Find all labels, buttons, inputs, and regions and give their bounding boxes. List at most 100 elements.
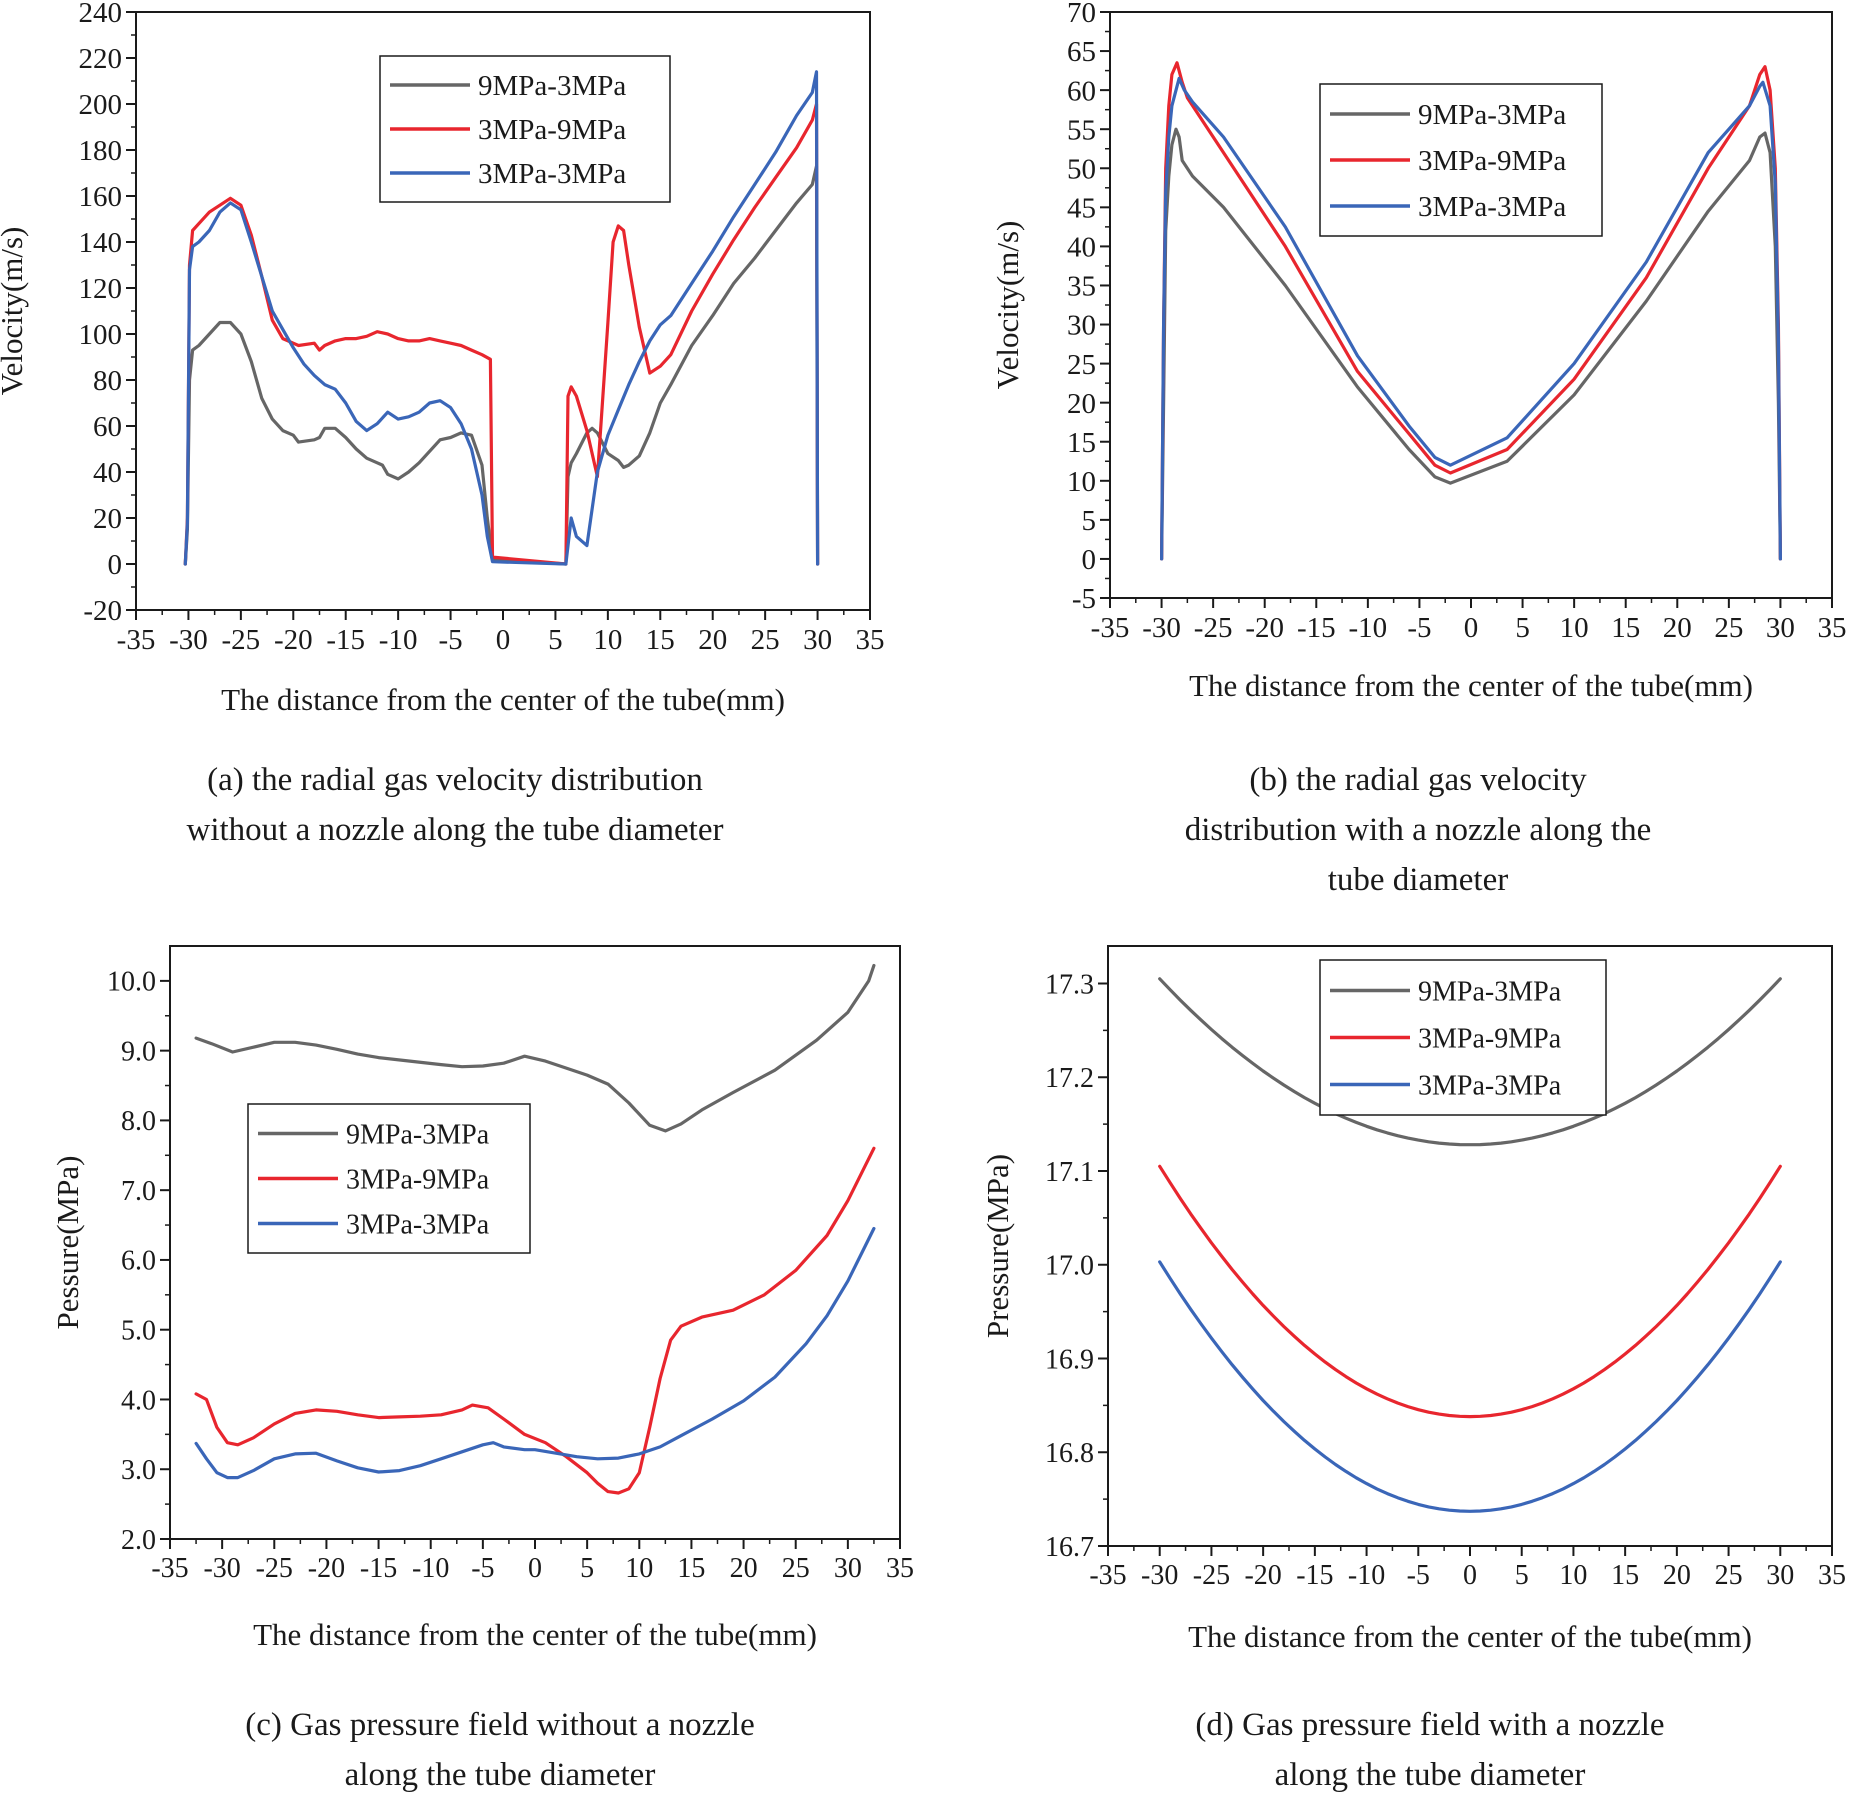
y-tick-label: 9.0: [121, 1036, 156, 1067]
x-tick-label: 15: [1611, 612, 1640, 644]
y-tick-label: 120: [79, 273, 123, 305]
x-tick-label: -5: [438, 624, 462, 656]
y-tick-label: 16.7: [1045, 1532, 1094, 1563]
x-tick-label: 0: [1464, 612, 1479, 644]
x-tick-label: 25: [1714, 612, 1743, 644]
x-tick-label: -5: [1407, 612, 1431, 644]
x-tick-label: 15: [646, 624, 675, 656]
y-tick-label: 100: [79, 319, 123, 351]
y-tick-label: 70: [1067, 0, 1096, 29]
y-tick-label: 60: [93, 411, 122, 443]
x-tick-label: 0: [496, 624, 511, 656]
chart-caption: tube diameter: [1328, 862, 1509, 898]
series-line-9mpa-3mpa: [183, 164, 820, 566]
y-tick-label: 8.0: [121, 1106, 156, 1137]
x-tick-label: 5: [580, 1553, 594, 1584]
y-tick-label: 10: [1067, 466, 1096, 498]
chart-panel-a: -35 -30 -25 -20 -15 -10 -5 0 5 10 15 20 25 30 35 -20 0 20…: [0, 0, 885, 848]
legend-label: 9MPa-3MPa: [478, 70, 626, 102]
x-tick-label: -5: [471, 1553, 494, 1584]
chart-caption: (a) the radial gas velocity distribution: [207, 762, 703, 798]
series-line-3mpa-3mpa: [1160, 76, 1782, 561]
y-tick-label: 240: [79, 0, 123, 29]
y-tick-label: 5.0: [121, 1316, 156, 1347]
y-tick-label: 17.3: [1045, 969, 1094, 1000]
y-tick-label: 0: [108, 549, 123, 581]
x-tick-label: -15: [1297, 612, 1336, 644]
x-tick-label: -10: [412, 1553, 449, 1584]
x-tick-label: 25: [782, 1553, 810, 1584]
series-line-9mpa-3mpa: [1160, 127, 1782, 561]
x-tick-label: 25: [751, 624, 780, 656]
y-tick-label: 4.0: [121, 1385, 156, 1416]
x-tick-label: -25: [222, 624, 261, 656]
series-line-3mpa-9mpa: [194, 1146, 876, 1495]
y-tick-label: 17.0: [1045, 1251, 1094, 1282]
x-tick-label: -20: [274, 624, 313, 656]
x-tick-label: -10: [379, 624, 418, 656]
chart-panel-c: -35 -30 -25 -20 -15 -10 -5 0 5 10 15 20 25 30 35 2.0 3.0…: [50, 945, 914, 1793]
y-tick-label: 200: [79, 89, 123, 121]
y-tick-label: 15: [1067, 427, 1096, 459]
x-axis-label: The distance from the center of the tube…: [1188, 1619, 1752, 1654]
y-tick-label: 45: [1067, 192, 1096, 224]
y-tick-label: 35: [1067, 271, 1096, 303]
y-tick-label: 55: [1067, 114, 1096, 146]
y-tick-label: 7.0: [121, 1176, 156, 1207]
x-tick-label: -35: [1089, 1560, 1126, 1591]
chart-caption: (c) Gas pressure field without a nozzle: [245, 1707, 754, 1743]
y-axis-label: Velocity(m/s): [990, 221, 1025, 390]
chart-caption: without a nozzle along the tube diameter: [187, 812, 724, 848]
x-tick-label: 35: [1818, 1560, 1846, 1591]
x-tick-label: -15: [1296, 1560, 1333, 1591]
x-tick-label: -10: [1348, 1560, 1385, 1591]
legend-label: 3MPa-9MPa: [1418, 1023, 1562, 1054]
series-line-3mpa-9mpa: [1160, 61, 1782, 561]
y-tick-label: 30: [1067, 310, 1096, 342]
chart-panel-b: -35 -30 -25 -20 -15 -10 -5 0 5 10 15 20 25 30 35 -5 0 5 10…: [990, 0, 1847, 898]
x-tick-label: 35: [886, 1553, 914, 1584]
legend-label: 3MPa-9MPa: [478, 114, 626, 146]
x-tick-label: 30: [1766, 612, 1795, 644]
legend-label: 9MPa-3MPa: [346, 1119, 490, 1150]
x-tick-label: -30: [1141, 1560, 1178, 1591]
x-tick-label: -35: [117, 624, 156, 656]
series-line-3mpa-3mpa: [1158, 1260, 1782, 1513]
y-tick-label: 80: [93, 365, 122, 397]
y-axis-label: Pressure(MPa): [980, 1154, 1015, 1338]
legend-label: 3MPa-9MPa: [346, 1164, 490, 1195]
x-tick-label: -35: [1091, 612, 1130, 644]
x-tick-label: -30: [203, 1553, 240, 1584]
x-tick-label: 25: [1715, 1560, 1743, 1591]
x-tick-label: 30: [834, 1553, 862, 1584]
x-tick-label: 0: [1463, 1560, 1477, 1591]
chart-caption: (d) Gas pressure field with a nozzle: [1195, 1707, 1664, 1743]
x-tick-label: 5: [1515, 1560, 1529, 1591]
x-axis-label: The distance from the center of the tube…: [253, 1617, 817, 1652]
x-tick-label: 5: [548, 624, 563, 656]
y-tick-label: 40: [1067, 232, 1096, 264]
chart-caption: distribution with a nozzle along the: [1185, 812, 1651, 848]
y-tick-label: 50: [1067, 153, 1096, 185]
y-tick-label: 25: [1067, 349, 1096, 381]
x-tick-label: -15: [360, 1553, 397, 1584]
legend-label: 3MPa-3MPa: [1418, 191, 1566, 223]
legend-label: 3MPa-3MPa: [1418, 1070, 1562, 1101]
x-tick-label: -10: [1349, 612, 1388, 644]
y-tick-label: 140: [79, 227, 123, 259]
x-axis-label: The distance from the center of the tube…: [1189, 668, 1753, 703]
x-tick-label: -20: [308, 1553, 345, 1584]
x-tick-label: -5: [1407, 1560, 1430, 1591]
legend-label: 3MPa-3MPa: [478, 158, 626, 190]
x-tick-label: -25: [1194, 612, 1233, 644]
y-tick-label: 3.0: [121, 1455, 156, 1486]
x-tick-label: -35: [151, 1553, 188, 1584]
y-tick-label: 180: [79, 135, 123, 167]
y-tick-label: 16.8: [1045, 1438, 1094, 1469]
y-tick-label: -5: [1072, 583, 1096, 615]
x-tick-label: 20: [1663, 1560, 1691, 1591]
x-axis-label: The distance from the center of the tube…: [221, 682, 785, 717]
x-tick-label: 30: [1766, 1560, 1794, 1591]
x-tick-label: 10: [1560, 612, 1589, 644]
